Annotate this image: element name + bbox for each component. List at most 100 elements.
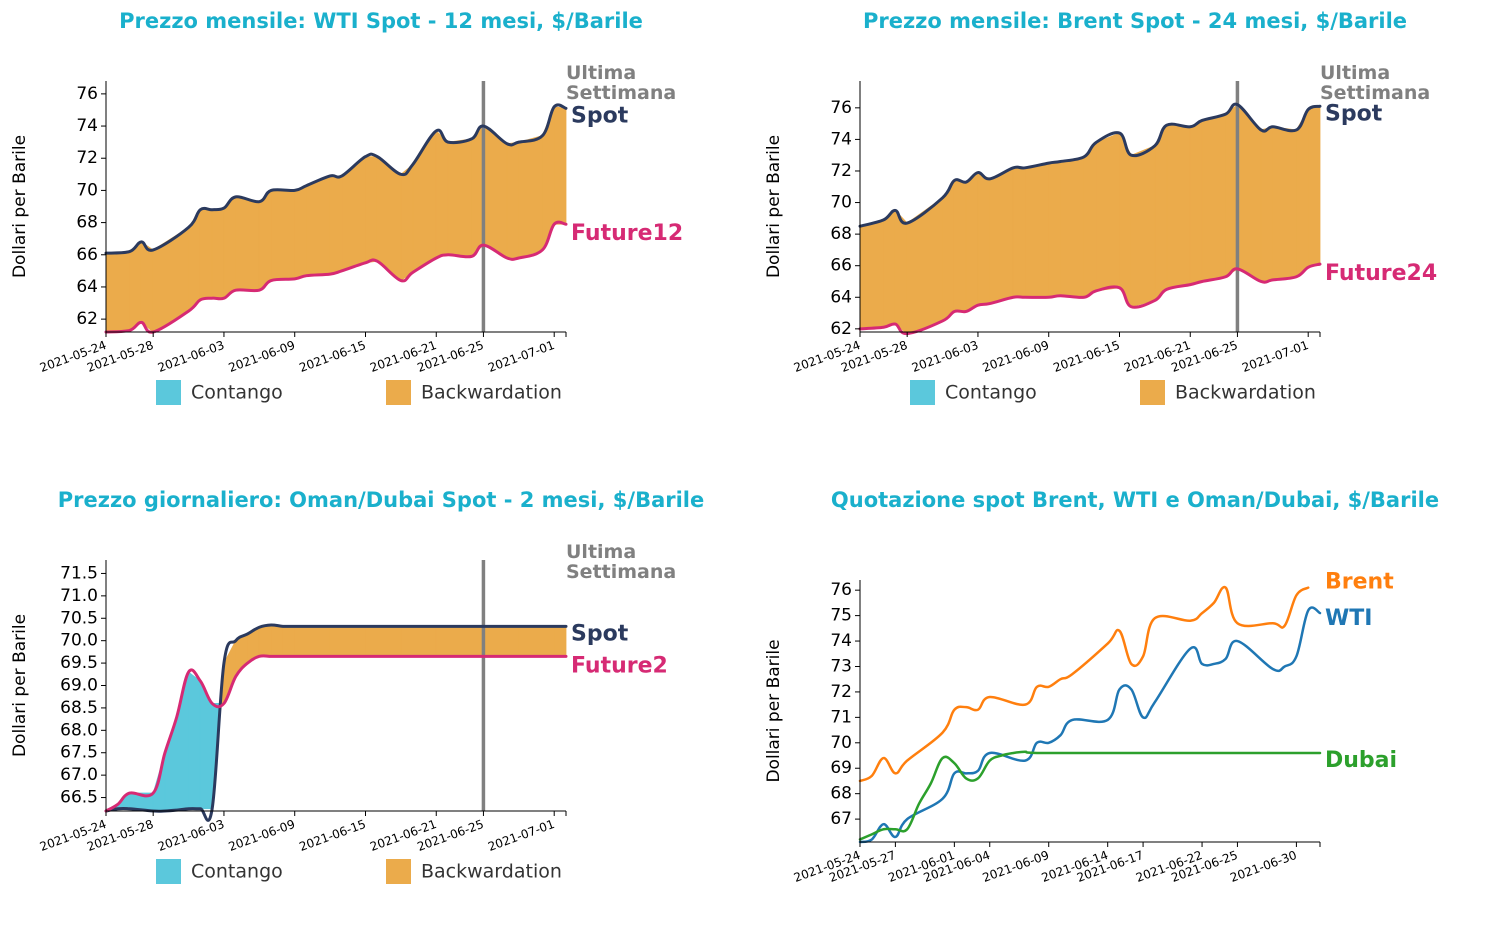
series-line-wti bbox=[858, 606, 1322, 844]
legend-label-contango: Contango bbox=[945, 382, 1037, 404]
backwardation-area bbox=[294, 625, 331, 657]
backwardation-area bbox=[471, 125, 484, 258]
series-line-future2 bbox=[104, 654, 568, 813]
backwardation-area bbox=[365, 156, 378, 264]
y-tick-label: 64 bbox=[76, 277, 98, 297]
series-label-future12: Future12 bbox=[571, 221, 683, 246]
y-tick-label: 74 bbox=[76, 116, 98, 136]
backwardation-area bbox=[894, 209, 908, 335]
y-tick-label: 66 bbox=[830, 256, 852, 276]
backwardation-area bbox=[1083, 141, 1097, 298]
y-tick-label: 76 bbox=[76, 84, 98, 104]
backwardation-area bbox=[859, 219, 884, 330]
x-tick-label: 2021-06-15 bbox=[297, 817, 367, 854]
y-tick-label: 68.0 bbox=[60, 720, 98, 740]
x-tick-label: 2021-06-09 bbox=[981, 338, 1051, 375]
brent-chart: Prezzo mensile: Brent Spot - 24 mesi, $/… bbox=[764, 9, 1437, 405]
legend-swatch-contango bbox=[156, 380, 181, 405]
series-label-dubai: Dubai bbox=[1325, 748, 1397, 773]
backwardation-area bbox=[883, 209, 896, 328]
y-tick-label: 68 bbox=[76, 213, 98, 233]
backwardation-area bbox=[553, 625, 567, 657]
backwardation-area bbox=[211, 207, 225, 299]
y-tick-label: 69.5 bbox=[60, 653, 98, 673]
x-tick-label: 2021-06-09 bbox=[981, 848, 1051, 885]
backwardation-area bbox=[1296, 107, 1309, 278]
backwardation-area bbox=[977, 171, 991, 306]
backwardation-area bbox=[518, 625, 555, 657]
x-tick-label: 2021-06-09 bbox=[227, 817, 297, 854]
backwardation-area bbox=[1119, 132, 1132, 309]
series-label-future24: Future24 bbox=[1325, 261, 1437, 286]
backwardation-area bbox=[989, 167, 1014, 305]
chart-title: Prezzo mensile: Brent Spot - 24 mesi, $/… bbox=[863, 9, 1407, 33]
last-week-label: Ultima Settimana bbox=[1320, 62, 1430, 104]
y-tick-label: 70.5 bbox=[60, 608, 98, 628]
y-tick-label: 74 bbox=[830, 631, 852, 651]
y-tick-label: 70.0 bbox=[60, 631, 98, 651]
y-tick-label: 75 bbox=[830, 606, 852, 626]
y-tick-label: 71.0 bbox=[60, 586, 98, 606]
backwardation-area bbox=[953, 179, 967, 312]
y-tick-label: 69.0 bbox=[60, 676, 98, 696]
legend-swatch-contango bbox=[156, 859, 181, 884]
backwardation-area bbox=[965, 171, 979, 313]
backwardation-area bbox=[942, 179, 955, 322]
y-axis-label: Dollari per Barile bbox=[10, 614, 30, 757]
backwardation-area bbox=[1154, 123, 1168, 302]
y-tick-label: 68 bbox=[830, 224, 852, 244]
y-tick-label: 74 bbox=[830, 129, 852, 149]
y-tick-label: 71.5 bbox=[60, 563, 98, 583]
series-line-spot bbox=[858, 102, 1322, 228]
series-line-dubai bbox=[858, 750, 1322, 841]
x-tick-label: 2021-06-09 bbox=[227, 338, 297, 375]
backwardation-area bbox=[906, 197, 943, 335]
y-tick-label: 72 bbox=[830, 161, 852, 181]
series-label-wti: WTI bbox=[1325, 606, 1372, 631]
backwardation-area bbox=[129, 241, 142, 332]
legend-swatch-backwardation bbox=[1140, 380, 1165, 405]
series-label-spot: Spot bbox=[571, 103, 629, 128]
backwardation-area bbox=[1060, 156, 1085, 298]
x-tick-label: 2021-06-03 bbox=[156, 817, 226, 854]
backwardation-area bbox=[1225, 103, 1238, 278]
x-tick-label: 2021-06-15 bbox=[297, 338, 367, 375]
series-label-brent: Brent bbox=[1325, 570, 1394, 595]
backwardation-area bbox=[329, 625, 366, 657]
y-tick-label: 71 bbox=[830, 707, 852, 727]
y-tick-label: 68 bbox=[830, 784, 852, 804]
legend-label-contango: Contango bbox=[191, 382, 283, 404]
y-axis-label: Dollari per Barile bbox=[10, 135, 30, 278]
legend-swatch-backwardation bbox=[386, 859, 411, 884]
backwardation-area bbox=[1260, 126, 1274, 282]
wti-chart: Prezzo mensile: WTI Spot - 12 mesi, $/Ba… bbox=[10, 9, 683, 405]
y-tick-label: 68.5 bbox=[60, 698, 98, 718]
backwardation-area bbox=[235, 196, 260, 291]
backwardation-area bbox=[1048, 161, 1061, 298]
x-tick-label: 2021-06-03 bbox=[156, 338, 226, 375]
x-tick-label: 2021-06-30 bbox=[1228, 848, 1298, 885]
backwardation-area bbox=[506, 141, 520, 259]
backwardation-area bbox=[1012, 167, 1026, 298]
y-tick-label: 70 bbox=[830, 193, 852, 213]
backwardation-area bbox=[105, 251, 130, 333]
chart-title: Prezzo giornaliero: Oman/Dubai Spot - 2 … bbox=[58, 488, 705, 512]
y-axis-label: Dollari per Barile bbox=[764, 639, 784, 782]
series-label-future2: Future2 bbox=[571, 653, 668, 678]
last-week-label: Ultima Settimana bbox=[566, 541, 676, 583]
x-tick-label: 2021-07-01 bbox=[1240, 338, 1310, 375]
series-line-brent bbox=[858, 585, 1310, 783]
x-tick-label: 2021-07-01 bbox=[486, 338, 556, 375]
backwardation-area bbox=[294, 184, 307, 280]
y-tick-label: 62 bbox=[830, 319, 852, 339]
x-tick-label: 2021-07-01 bbox=[486, 817, 556, 854]
backwardation-area bbox=[400, 625, 437, 657]
y-tick-label: 66.5 bbox=[60, 788, 98, 808]
oman-dubai-chart: Prezzo giornaliero: Oman/Dubai Spot - 2 … bbox=[10, 488, 704, 884]
legend-swatch-backwardation bbox=[386, 380, 411, 405]
legend-label-backwardation: Backwardation bbox=[421, 861, 562, 883]
x-tick-label: 2021-06-03 bbox=[910, 338, 980, 375]
backwardation-area bbox=[282, 625, 296, 657]
backwardation-area bbox=[435, 625, 484, 657]
